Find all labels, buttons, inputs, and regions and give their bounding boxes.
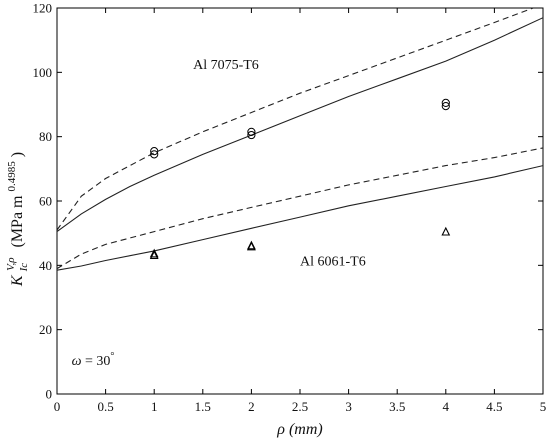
series-line-6061-solid [57,165,543,271]
data-point-triangle [149,248,159,258]
series-line-7075-solid [57,17,543,233]
y-axis-title-sub: Ic [18,263,30,273]
data-point-circle [441,98,450,107]
x-tick-label: 1.5 [195,399,211,414]
x-tick-label: 2.5 [292,399,308,414]
data-point-triangle [441,226,451,236]
y-tick-label: 100 [33,65,53,80]
y-tick-label: 40 [39,258,52,273]
plot-frame [56,7,544,395]
x-tick-label: 0.5 [97,399,113,414]
data-point-circle [247,130,256,140]
y-axis-title-sup: V,ρ [5,258,17,271]
y-tick-label: 80 [39,129,52,144]
y-tick-label: 0 [46,387,53,402]
x-tick-label: 3 [345,399,352,414]
x-tick-label: 4.5 [486,399,502,414]
x-axis-title: ρ (mm) [276,421,322,438]
x-tick-label: 5 [540,399,547,414]
ticks-group: 0 0.5 1 1.5 2 2.5 3 3.5 4 4.5 5 0 20 40 60 80 100 120 [33,1,547,415]
annotation-label: ω = 30° [72,351,115,369]
series-line-6061-dashed [57,147,543,270]
annotations-group: Al 7075-T6 Al 6061-T6 ω = 30° [72,58,366,369]
data-point-circle [247,127,256,136]
data-point-triangle [149,250,159,260]
x-tick-label: 1 [151,399,158,414]
data-point-circle [150,150,159,159]
data-point-circle [150,147,159,156]
y-tick-label: 60 [39,194,52,209]
y-tick-label: 120 [33,1,53,16]
annotation-label: Al 7075-T6 [193,58,259,73]
points-group [149,98,451,260]
x-tick-label: 3.5 [389,399,405,414]
annotation-label: Al 6061-T6 [300,254,366,269]
y-axis-title: K Ic V,ρ (MPa m 0.4985 ) [1,152,31,287]
x-tick-label: 0 [54,399,61,414]
y-axis-title-units-exp: 0.4985 [6,161,18,192]
y-axis-title-units-close: ) [9,152,26,157]
x-tick-label: 2 [248,399,255,414]
data-point-triangle [247,241,256,251]
data-point-circle [441,102,450,111]
y-axis-title-units: (MPa m [9,195,26,248]
y-tick-label: 20 [39,322,52,337]
x-axis-title-text: ρ (mm) [276,421,322,438]
x-tick-label: 4 [443,399,450,414]
y-axis-title-base: K [9,274,26,287]
series-line-7075-dashed [57,8,534,231]
series-group [57,8,543,271]
